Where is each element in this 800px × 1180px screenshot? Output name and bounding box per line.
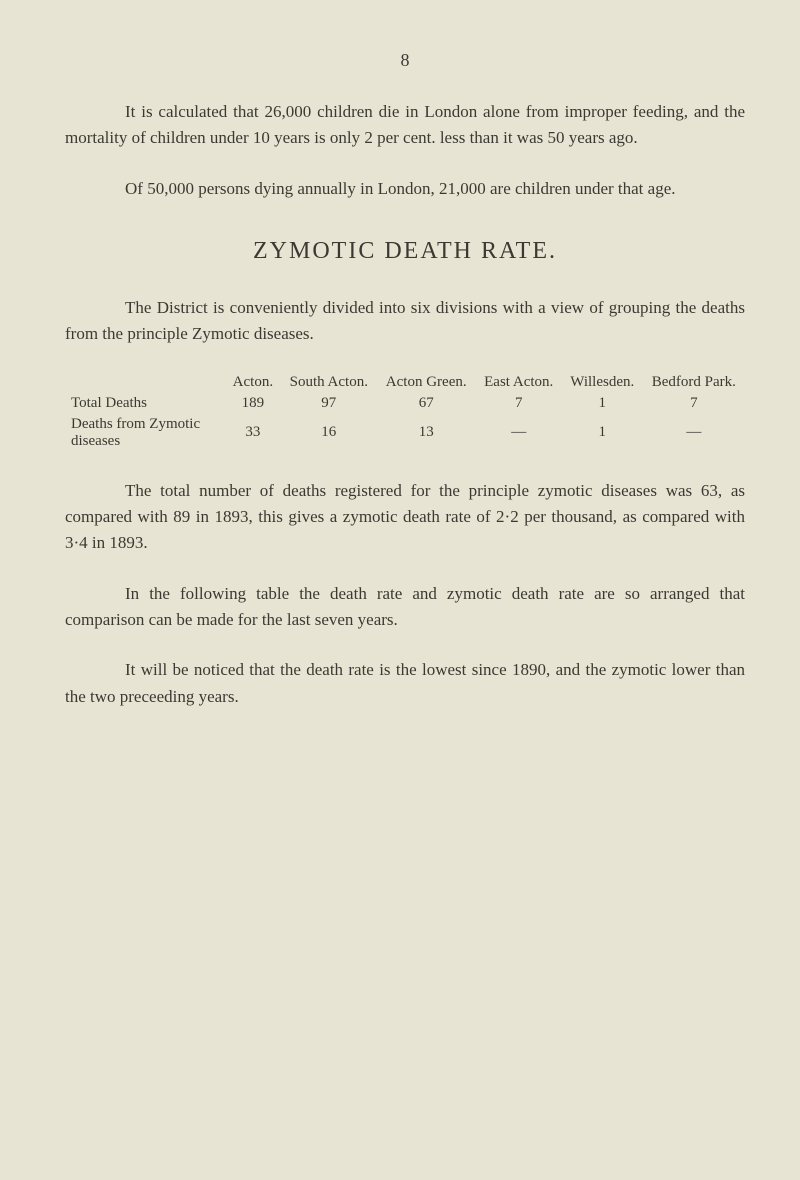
table-row: Deaths from Zymotic diseases 33 16 13 — … bbox=[65, 414, 745, 452]
table-cell: 33 bbox=[225, 414, 281, 452]
table-row-label: Total Deaths bbox=[65, 393, 225, 414]
table-cell: 1 bbox=[562, 414, 643, 452]
page-container: 8 It is calculated that 26,000 children … bbox=[0, 0, 800, 784]
table-cell: 1 bbox=[562, 393, 643, 414]
table-header-cell: Acton Green. bbox=[377, 372, 476, 393]
zymotic-table: Acton. South Acton. Acton Green. East Ac… bbox=[65, 372, 745, 452]
table-row: Total Deaths 189 97 67 7 1 7 bbox=[65, 393, 745, 414]
paragraph-4: The total number of deaths registered fo… bbox=[65, 478, 745, 557]
table-cell: 189 bbox=[225, 393, 281, 414]
paragraph-5: In the following table the death rate an… bbox=[65, 581, 745, 634]
paragraph-2: Of 50,000 persons dying annually in Lond… bbox=[65, 176, 745, 202]
table-cell: 7 bbox=[476, 393, 562, 414]
table-cell: 67 bbox=[377, 393, 476, 414]
section-heading: ZYMOTIC DEATH RATE. bbox=[65, 238, 745, 265]
table-header-cell: South Acton. bbox=[281, 372, 377, 393]
table-header-row: Acton. South Acton. Acton Green. East Ac… bbox=[65, 372, 745, 393]
table-cell: 16 bbox=[281, 414, 377, 452]
table-header-cell: Acton. bbox=[225, 372, 281, 393]
table-header-cell: East Acton. bbox=[476, 372, 562, 393]
paragraph-1: It is calculated that 26,000 children di… bbox=[65, 99, 745, 152]
table-header-cell: Willesden. bbox=[562, 372, 643, 393]
page-number: 8 bbox=[65, 50, 745, 71]
table-header-empty bbox=[65, 372, 225, 393]
table-header-cell: Bedford Park. bbox=[643, 372, 745, 393]
paragraph-3: The District is conveniently divided int… bbox=[65, 295, 745, 348]
table-cell: 97 bbox=[281, 393, 377, 414]
table-cell: 7 bbox=[643, 393, 745, 414]
table-cell: 13 bbox=[377, 414, 476, 452]
table-cell: — bbox=[643, 414, 745, 452]
paragraph-6: It will be noticed that the death rate i… bbox=[65, 657, 745, 710]
table-cell: — bbox=[476, 414, 562, 452]
table-row-label: Deaths from Zymotic diseases bbox=[65, 414, 225, 452]
